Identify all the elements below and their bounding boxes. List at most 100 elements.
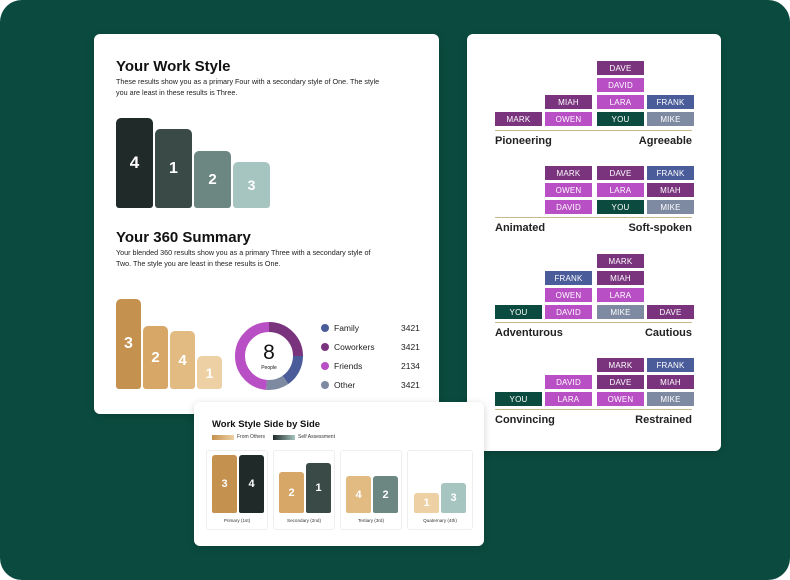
work-style-description: These results show you as a primary Four… <box>116 77 380 97</box>
group-frame <box>273 450 335 530</box>
others-bar: 2 <box>279 472 304 513</box>
name-tag: MIAH <box>647 375 694 389</box>
name-tag: MIAH <box>545 95 592 109</box>
name-tag: DAVID <box>597 78 644 92</box>
name-tag: OWEN <box>545 183 592 197</box>
donut-segment-friends <box>235 322 303 390</box>
legend-swatch-others <box>212 435 234 440</box>
summary-360-description: Your blended 360 results show you as a p… <box>116 248 371 268</box>
scale-divider <box>495 322 692 323</box>
group-label: Secondary (2nd) <box>287 518 321 523</box>
name-tag: OWEN <box>545 112 592 126</box>
scale-right-label: Agreeable <box>638 135 692 147</box>
self-bar: 2 <box>373 476 398 513</box>
work-style-bar: 4 <box>116 118 153 208</box>
scale-divider <box>495 130 692 131</box>
legend-value-coworkers: 3421 <box>401 342 420 352</box>
summary-360-bar: 4 <box>170 331 195 389</box>
side-by-side-title: Work Style Side by Side <box>212 419 321 430</box>
name-tag: LARA <box>597 288 644 302</box>
legend-label-family: Family <box>334 323 360 333</box>
name-tag: FRANK <box>647 358 694 372</box>
name-tag: LARA <box>545 392 592 406</box>
name-tag: MARK <box>495 112 542 126</box>
name-tag: MARK <box>597 254 644 268</box>
scale-left-label: Pioneering <box>495 135 552 147</box>
name-tag: LARA <box>597 183 644 197</box>
name-tag: DAVID <box>545 305 592 319</box>
name-tag: YOU <box>495 305 542 319</box>
donut-unit: People <box>261 365 277 371</box>
legend-swatch-coworkers <box>321 343 329 351</box>
name-tag: FRANK <box>647 166 694 180</box>
legend-swatch-self <box>273 435 295 440</box>
name-tag: MARK <box>545 166 592 180</box>
name-tag: MARK <box>597 358 644 372</box>
legend-label-others: From Others <box>237 434 266 440</box>
self-bar: 3 <box>441 483 466 513</box>
legend-label-self: Self Assessment <box>298 434 335 440</box>
style-scales-card: DAVE DAVID MIAH LARA FRANK MARK OWEN YOU MIKE MAR… <box>467 34 721 451</box>
name-tag: FRANK <box>647 95 694 109</box>
legend-swatch-friends <box>321 362 329 370</box>
donut-segment-other <box>235 322 303 390</box>
name-tag: DAVID <box>545 200 592 214</box>
scale-divider <box>495 409 692 410</box>
name-tag: MIAH <box>647 183 694 197</box>
scale-right-label: Restrained <box>635 414 692 426</box>
others-bar: 4 <box>346 476 371 513</box>
work-style-title: Your Work Style <box>116 58 231 75</box>
summary-360-bar: 2 <box>143 326 168 389</box>
legend-value-other: 3421 <box>401 380 420 390</box>
self-bar: 4 <box>239 455 264 513</box>
name-tag: OWEN <box>597 392 644 406</box>
legend-label-coworkers: Coworkers <box>334 342 375 352</box>
name-tag: MIAH <box>597 271 644 285</box>
name-tag: DAVID <box>545 375 592 389</box>
name-tag: DAVE <box>597 61 644 75</box>
name-tag: DAVE <box>647 305 694 319</box>
name-tag: LARA <box>597 95 644 109</box>
legend-label-other: Other <box>334 380 356 390</box>
legend-value-family: 3421 <box>401 323 420 333</box>
work-style-bar: 2 <box>194 151 231 208</box>
work-style-bar: 3 <box>233 162 270 208</box>
legend-label-friends: Friends <box>334 361 363 371</box>
group-frame <box>340 450 402 530</box>
scale-left-label: Animated <box>495 222 546 234</box>
name-tag: MIKE <box>647 200 694 214</box>
name-tag: YOU <box>597 112 644 126</box>
donut-number: 8 <box>263 341 275 364</box>
others-bar: 1 <box>414 493 439 513</box>
name-tag: MIKE <box>647 392 694 406</box>
name-tag: YOU <box>495 392 542 406</box>
scale-divider <box>495 217 692 218</box>
scale-right-label: Cautious <box>644 327 692 339</box>
work-style-card: Your Work Style These results show you a… <box>94 34 439 414</box>
name-tag: DAVE <box>597 375 644 389</box>
group-label: Quaternary (4th) <box>423 518 457 523</box>
name-tag: MIKE <box>647 112 694 126</box>
name-tag: OWEN <box>545 288 592 302</box>
group-label: Tertiary (3rd) <box>357 518 385 523</box>
summary-360-bar: 3 <box>116 299 141 389</box>
name-tag: FRANK <box>545 271 592 285</box>
legend-swatch-family <box>321 324 329 332</box>
self-bar: 1 <box>306 463 331 513</box>
legend-swatch-other <box>321 381 329 389</box>
group-label: Primary (1st) <box>223 518 251 523</box>
work-style-bar: 1 <box>155 129 192 208</box>
summary-360-bar: 1 <box>197 356 222 389</box>
legend-value-friends: 2134 <box>401 361 420 371</box>
name-tag: YOU <box>597 200 644 214</box>
summary-360-title: Your 360 Summary <box>116 229 251 246</box>
scale-left-label: Adventurous <box>495 327 563 339</box>
group-frame <box>206 450 268 530</box>
group-frame <box>407 450 473 530</box>
side-by-side-card: Work Style Side by Side From Others Self… <box>194 402 484 546</box>
scale-right-label: Soft-spoken <box>628 222 692 234</box>
people-donut-chart: 8 People <box>235 322 303 390</box>
scale-left-label: Convincing <box>495 414 555 426</box>
name-tag: DAVE <box>597 166 644 180</box>
others-bar: 3 <box>212 455 237 513</box>
